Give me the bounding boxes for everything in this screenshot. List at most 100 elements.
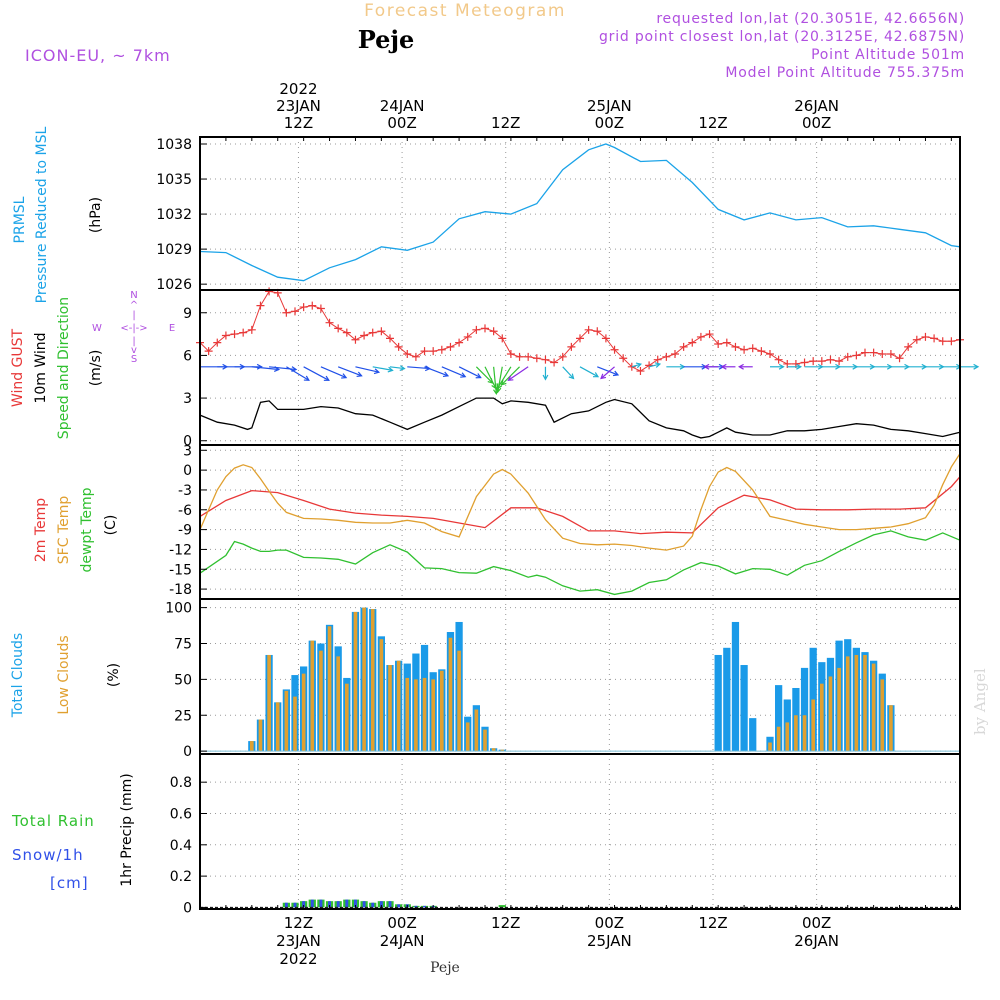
- wind-arrow: [337, 366, 362, 377]
- time-label-top: 2022: [279, 80, 317, 98]
- snow-bar: [293, 902, 297, 908]
- total-cloud-bar: [714, 654, 722, 752]
- snow-bar: [379, 901, 383, 908]
- gust-point: [748, 344, 757, 353]
- wind-arrow-head: [442, 371, 450, 378]
- panel-frame: [199, 444, 961, 600]
- gust-point: [386, 334, 394, 343]
- gust-point: [204, 347, 213, 356]
- gust-point: [256, 301, 265, 310]
- svg-text:2m Temp: 2m Temp: [33, 498, 49, 562]
- low-cloud-bar: [414, 679, 418, 752]
- low-cloud-bar: [405, 677, 410, 752]
- gust-point: [904, 342, 913, 351]
- time-label-top: 12Z: [491, 114, 520, 132]
- low-cloud-bar: [275, 702, 280, 752]
- low-cloud-bar: [880, 679, 885, 752]
- temp-sfc-line: [199, 453, 961, 551]
- y-tick-label: -12: [169, 542, 192, 558]
- low-cloud-bar: [854, 654, 859, 752]
- precip-labels: Total Rain Snow/1h [cm] 1hr Precip (mm): [11, 773, 135, 892]
- time-label-bottom: 00Z: [595, 914, 624, 932]
- time-label-top: 26JAN: [794, 97, 839, 115]
- y-tick-label: 1035: [156, 172, 192, 188]
- svg-text:N: N: [130, 290, 137, 301]
- gust-point: [429, 347, 438, 356]
- low-cloud-bar: [828, 676, 833, 752]
- low-cloud-bar: [776, 726, 781, 752]
- gust-point: [645, 361, 654, 370]
- snow-bar: [328, 901, 331, 908]
- y-tick-label: 1038: [156, 137, 192, 153]
- gust-point: [265, 287, 274, 296]
- gust-point: [601, 334, 610, 343]
- temp-labels: 2m Temp SFC Temp dewpt Temp (C): [33, 487, 119, 572]
- wind-arrow: [508, 366, 529, 381]
- low-cloud-bar: [250, 741, 254, 752]
- total-cloud-bar: [723, 647, 731, 752]
- gust-point: [757, 347, 766, 356]
- wind-arrow-head: [373, 368, 381, 375]
- low-cloud-bar: [284, 690, 289, 752]
- gust-point: [930, 334, 939, 343]
- y-tick-label: -15: [169, 562, 192, 578]
- low-cloud-bar: [301, 673, 306, 752]
- gust-point: [705, 330, 714, 339]
- wind-arrow: [475, 366, 493, 384]
- snow-bar: [310, 899, 314, 908]
- snow-bar: [388, 901, 392, 908]
- wind-arrow: [251, 366, 279, 371]
- svg-text:10m Wind: 10m Wind: [33, 332, 49, 403]
- y-tick-label: -3: [178, 483, 192, 499]
- gust-point: [809, 357, 818, 366]
- y-tick-label: 1032: [156, 207, 192, 223]
- y-tick-label: 25: [174, 708, 192, 724]
- time-label-top: 25JAN: [587, 97, 632, 115]
- svg-text:Total Rain: Total Rain: [11, 812, 95, 830]
- svg-text:|: |: [132, 310, 135, 321]
- time-label-bottom: 25JAN: [587, 932, 632, 950]
- snow-bar: [423, 905, 426, 908]
- y-tick-label: 1029: [156, 242, 192, 258]
- y-tick-label: 3: [183, 443, 192, 459]
- total-cloud-bar: [800, 667, 809, 752]
- gust-point: [394, 342, 403, 351]
- wind-arrow: [597, 366, 619, 376]
- snow-bar: [336, 901, 340, 908]
- temp-2m-line: [199, 476, 961, 535]
- svg-text:[cm]: [cm]: [50, 874, 89, 892]
- gust-point: [593, 327, 602, 336]
- gust-point: [679, 342, 688, 351]
- gust-point: [230, 330, 239, 339]
- wind-arrow-head: [500, 379, 507, 386]
- gust-point: [886, 349, 895, 358]
- gust-line: [199, 290, 961, 372]
- total-cloud-bar: [775, 685, 783, 752]
- wind-arrow-head: [399, 365, 406, 371]
- wind-arrow-head: [542, 374, 549, 381]
- time-label-bottom: 12Z: [698, 914, 727, 932]
- gust-point: [662, 352, 671, 361]
- low-cloud-bar: [327, 626, 332, 752]
- svg-text:S: S: [131, 354, 137, 365]
- svg-text:(m/s): (m/s): [88, 350, 104, 387]
- time-label-bottom: 00Z: [802, 914, 831, 932]
- time-label-bottom: 00Z: [387, 914, 416, 932]
- wind-arrow-head: [737, 363, 744, 370]
- gust-point: [938, 337, 947, 346]
- low-cloud-bar: [396, 660, 401, 752]
- svg-text:E: E: [169, 323, 175, 334]
- y-tick-label: 100: [165, 601, 192, 617]
- pressure-line: [199, 143, 961, 282]
- svg-text:Speed and Direction: Speed and Direction: [56, 297, 72, 439]
- gust-point: [239, 328, 248, 337]
- y-tick-label: 0: [183, 744, 192, 760]
- wind-arrow: [286, 366, 310, 381]
- wind-arrow: [424, 366, 449, 377]
- gust-point: [403, 349, 412, 358]
- point-altitude: Point Altitude 501m: [811, 47, 965, 63]
- low-cloud-bar: [293, 696, 297, 752]
- gust-point: [411, 352, 420, 361]
- time-label-bottom: 2022: [279, 950, 317, 968]
